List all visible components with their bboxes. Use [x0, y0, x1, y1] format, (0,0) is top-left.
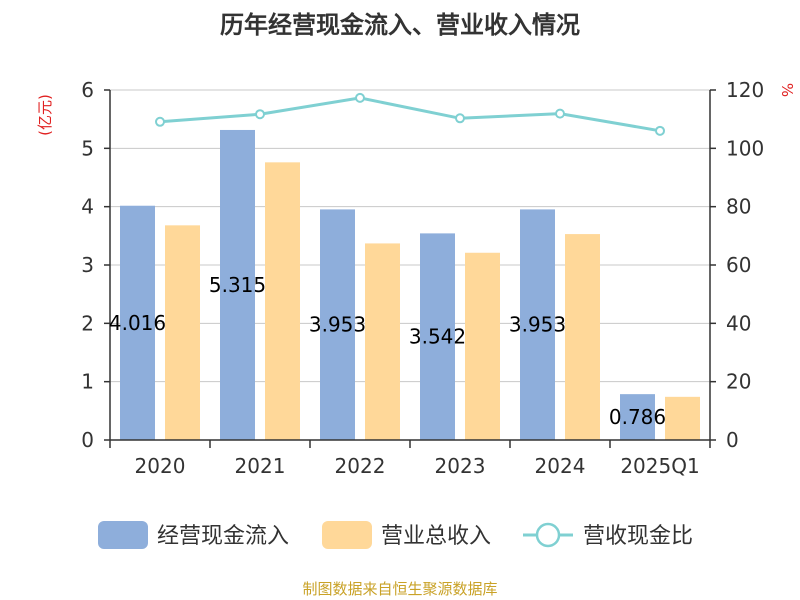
ratio-point [655, 125, 665, 136]
right-axis-unit: % [778, 83, 796, 97]
source-note: 制图数据来自恒生聚源数据库 [302, 580, 497, 598]
bar-revenue [265, 162, 300, 441]
bar-revenue [565, 234, 600, 440]
ratio-point [255, 109, 265, 120]
ratio-line-path [159, 96, 661, 133]
right-tick-label: 0 [726, 428, 739, 452]
x-tick-label: 2020 [135, 454, 186, 478]
bar-cash-inflow [220, 129, 255, 441]
right-tick-label: 60 [726, 253, 751, 277]
right-tick-label: 40 [726, 311, 751, 335]
legend-swatch-cash-inflow [98, 521, 148, 549]
left-tick-label: 2 [81, 311, 94, 335]
bar-value-label: 3.953 [509, 313, 566, 337]
grid [110, 89, 710, 383]
right-tick-label: 100 [726, 136, 764, 160]
bar-revenue [665, 396, 700, 440]
legend-label-ratio: 营收现金比 [583, 524, 693, 549]
x-tick-label: 2023 [435, 454, 486, 478]
left-tick-label: 0 [81, 428, 94, 452]
x-tick-label: 2021 [235, 454, 286, 478]
left-axis-unit: (亿元) [36, 94, 54, 136]
chart-title: 历年经营现金流入、营业收入情况 [220, 11, 580, 39]
ratio-point [155, 116, 165, 127]
bar-value-label: 5.315 [209, 273, 266, 297]
data-labels: 4.016 5.315 3.953 3.542 3.953 0.786 [109, 273, 666, 429]
legend-label-cash-inflow: 经营现金流入 [157, 524, 289, 549]
legend-swatch-revenue [322, 521, 372, 549]
ratio-point [455, 113, 465, 124]
bar-value-label: 3.953 [309, 313, 366, 337]
x-tick-label: 2024 [535, 454, 586, 478]
right-tick-label: 80 [726, 195, 751, 219]
bar-cash-inflow [620, 394, 655, 440]
bar-cash-inflow [520, 209, 555, 440]
right-tick-label: 120 [726, 78, 764, 102]
bar-revenue [165, 225, 200, 440]
legend: 经营现金流入 营业总收入 营收现金比 [98, 521, 693, 549]
ratio-point [355, 92, 365, 103]
x-tick-label: 2022 [335, 454, 386, 478]
bar-cash-inflow [420, 233, 455, 440]
legend-label-revenue: 营业总收入 [381, 524, 491, 549]
bar-revenue [365, 243, 400, 440]
bar-value-label: 4.016 [109, 311, 166, 335]
left-tick-label: 5 [81, 136, 94, 160]
bar-value-label: 0.786 [609, 405, 666, 429]
x-tick-label: 2025Q1 [620, 454, 699, 478]
left-tick-label: 1 [81, 370, 94, 394]
right-tick-label: 20 [726, 370, 751, 394]
ratio-point [555, 108, 565, 119]
bar-value-label: 3.542 [409, 325, 466, 349]
ratio-line [155, 92, 665, 136]
legend-marker-ratio [535, 522, 561, 548]
left-tick-label: 6 [81, 78, 94, 102]
bars [120, 129, 700, 441]
bar-revenue [465, 252, 500, 440]
bar-cash-inflow [320, 209, 355, 440]
left-tick-label: 3 [81, 253, 94, 277]
left-tick-label: 4 [81, 195, 94, 219]
bar-cash-inflow [120, 205, 155, 440]
